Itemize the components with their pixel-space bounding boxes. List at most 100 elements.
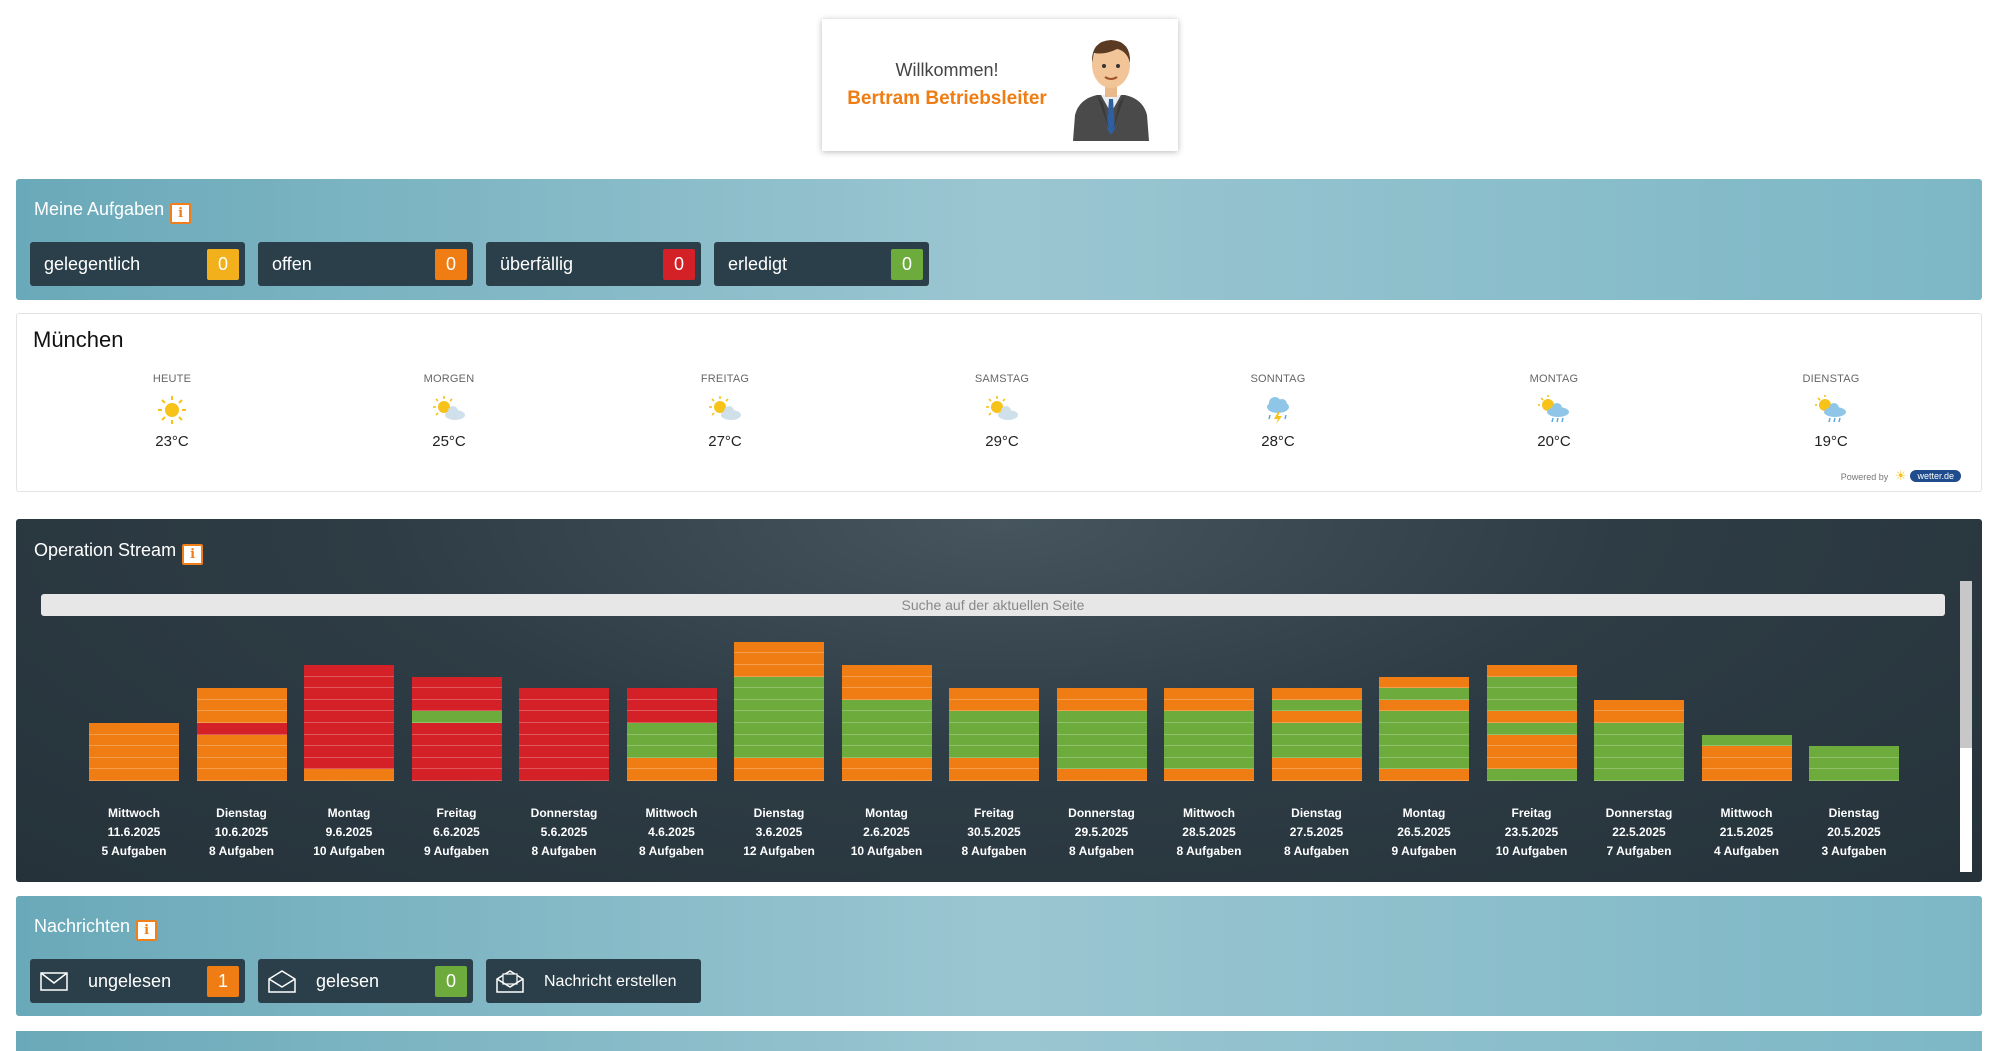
task-segment[interactable]	[734, 641, 824, 654]
task-segment[interactable]	[89, 734, 179, 747]
task-segment[interactable]	[841, 676, 932, 689]
task-segment[interactable]	[411, 769, 502, 781]
task-segment[interactable]	[1486, 665, 1577, 677]
task-segment[interactable]	[949, 746, 1039, 758]
compose-message-button[interactable]: Nachricht erstellen	[486, 959, 701, 1003]
task-segment[interactable]	[411, 688, 502, 700]
task-segment[interactable]	[89, 746, 179, 758]
task-filter-gelegentlich[interactable]: gelegentlich 0	[30, 242, 245, 286]
task-segment[interactable]	[1379, 711, 1469, 723]
task-segment[interactable]	[411, 676, 502, 689]
task-segment[interactable]	[196, 734, 287, 747]
task-segment[interactable]	[411, 723, 502, 735]
task-segment[interactable]	[1271, 746, 1362, 758]
day-label[interactable]: Dienstag 3.6.2025 12 Aufgaben	[727, 804, 831, 861]
task-segment[interactable]	[1809, 757, 1899, 770]
task-segment[interactable]	[1594, 723, 1684, 735]
task-segment[interactable]	[1701, 746, 1792, 758]
task-segment[interactable]	[1056, 757, 1147, 770]
task-segment[interactable]	[1486, 711, 1577, 723]
task-segment[interactable]	[949, 699, 1039, 712]
task-segment[interactable]	[304, 676, 394, 689]
task-segment[interactable]	[1164, 688, 1254, 700]
task-segment[interactable]	[1486, 746, 1577, 758]
task-segment[interactable]	[841, 723, 932, 735]
scrollbar-thumb[interactable]	[1960, 581, 1972, 748]
powered-by[interactable]: Powered by ☀ wetter.de	[1841, 468, 1961, 484]
day-label[interactable]: Mittwoch 4.6.2025 8 Aufgaben	[620, 804, 724, 861]
task-segment[interactable]	[519, 711, 609, 723]
task-filter-ueberfaellig[interactable]: überfällig 0	[486, 242, 701, 286]
day-label[interactable]: Dienstag 20.5.2025 3 Aufgaben	[1802, 804, 1906, 861]
task-segment[interactable]	[1056, 746, 1147, 758]
task-segment[interactable]	[734, 734, 824, 747]
task-segment[interactable]	[1056, 711, 1147, 723]
day-label[interactable]: Dienstag 10.6.2025 8 Aufgaben	[190, 804, 294, 861]
info-icon[interactable]: i	[182, 544, 204, 565]
task-segment[interactable]	[196, 711, 287, 723]
task-segment[interactable]	[1164, 746, 1254, 758]
task-segment[interactable]	[949, 757, 1039, 770]
task-segment[interactable]	[734, 653, 824, 665]
task-segment[interactable]	[1056, 734, 1147, 747]
task-segment[interactable]	[626, 711, 717, 723]
task-segment[interactable]	[1701, 757, 1792, 770]
task-segment[interactable]	[841, 665, 932, 677]
day-label[interactable]: Freitag 23.5.2025 10 Aufgaben	[1480, 804, 1584, 861]
task-segment[interactable]	[1271, 769, 1362, 781]
task-segment[interactable]	[734, 769, 824, 781]
day-label[interactable]: Donnerstag 22.5.2025 7 Aufgaben	[1587, 804, 1691, 861]
task-segment[interactable]	[1594, 711, 1684, 723]
task-segment[interactable]	[196, 746, 287, 758]
task-segment[interactable]	[841, 746, 932, 758]
search-input[interactable]: Suche auf der aktuellen Seite	[41, 594, 1945, 616]
task-segment[interactable]	[1486, 734, 1577, 747]
task-segment[interactable]	[949, 688, 1039, 700]
task-segment[interactable]	[734, 711, 824, 723]
task-filter-offen[interactable]: offen 0	[258, 242, 473, 286]
task-segment[interactable]	[411, 699, 502, 712]
task-segment[interactable]	[519, 769, 609, 781]
task-segment[interactable]	[196, 699, 287, 712]
task-segment[interactable]	[1164, 757, 1254, 770]
day-label[interactable]: Donnerstag 29.5.2025 8 Aufgaben	[1050, 804, 1154, 861]
task-segment[interactable]	[411, 746, 502, 758]
task-segment[interactable]	[626, 769, 717, 781]
task-segment[interactable]	[304, 746, 394, 758]
task-segment[interactable]	[734, 676, 824, 689]
task-segment[interactable]	[1379, 699, 1469, 712]
task-segment[interactable]	[411, 757, 502, 770]
task-segment[interactable]	[1701, 769, 1792, 781]
task-segment[interactable]	[1056, 699, 1147, 712]
day-label[interactable]: Mittwoch 11.6.2025 5 Aufgaben	[82, 804, 186, 861]
task-segment[interactable]	[519, 734, 609, 747]
task-segment[interactable]	[304, 688, 394, 700]
day-label[interactable]: Montag 9.6.2025 10 Aufgaben	[297, 804, 401, 861]
task-segment[interactable]	[1056, 688, 1147, 700]
task-segment[interactable]	[949, 734, 1039, 747]
task-segment[interactable]	[519, 699, 609, 712]
task-segment[interactable]	[626, 734, 717, 747]
task-segment[interactable]	[1379, 723, 1469, 735]
task-segment[interactable]	[1271, 711, 1362, 723]
task-segment[interactable]	[626, 746, 717, 758]
messages-read-button[interactable]: gelesen 0	[258, 959, 473, 1003]
task-segment[interactable]	[734, 688, 824, 700]
task-segment[interactable]	[949, 723, 1039, 735]
task-segment[interactable]	[1701, 734, 1792, 747]
task-segment[interactable]	[841, 699, 932, 712]
task-segment[interactable]	[89, 769, 179, 781]
task-segment[interactable]	[304, 734, 394, 747]
info-icon[interactable]: i	[170, 203, 192, 224]
task-segment[interactable]	[196, 723, 287, 735]
task-segment[interactable]	[1164, 734, 1254, 747]
task-segment[interactable]	[519, 688, 609, 700]
task-segment[interactable]	[1594, 769, 1684, 781]
task-segment[interactable]	[1164, 723, 1254, 735]
task-segment[interactable]	[1271, 734, 1362, 747]
task-segment[interactable]	[626, 757, 717, 770]
task-segment[interactable]	[1379, 757, 1469, 770]
task-segment[interactable]	[1379, 676, 1469, 689]
task-segment[interactable]	[1486, 757, 1577, 770]
task-segment[interactable]	[949, 711, 1039, 723]
